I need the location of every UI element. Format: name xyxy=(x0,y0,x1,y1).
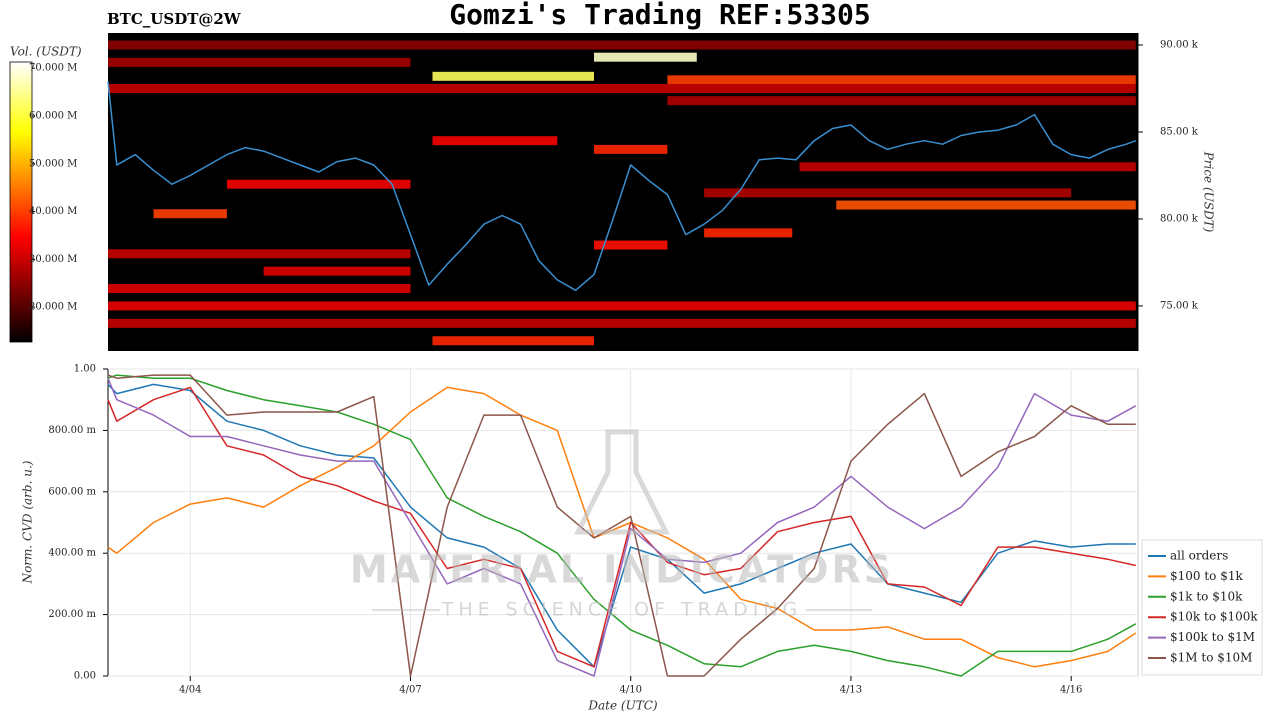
legend-label: $1M to $10M xyxy=(1170,651,1252,665)
watermark-title: MATERIAL INDICATORS xyxy=(350,548,894,592)
legend-label: $1k to $10k xyxy=(1170,589,1243,603)
y-axis-label: Norm. CVD (arb. u.) xyxy=(21,460,35,584)
cvd-line xyxy=(107,374,1136,677)
watermark-logo xyxy=(573,429,671,535)
legend xyxy=(1141,539,1263,676)
x-tick-label: 4/10 xyxy=(619,685,641,696)
y-tick-label: 80.00 k xyxy=(1160,213,1199,224)
heat-cell xyxy=(667,96,1136,106)
heat-cell xyxy=(108,57,411,67)
y-tick-label: 0.00 xyxy=(74,671,96,682)
colorbar-label: Vol. (USDT) xyxy=(10,45,82,59)
y-tick-label: 85.00 k xyxy=(1160,126,1199,137)
cvd-line xyxy=(107,377,1137,677)
x-tick-label: 4/16 xyxy=(1060,685,1082,696)
cvd-line xyxy=(107,383,1136,668)
watermark: MATERIAL INDICATORS THE SCIENCE OF TRADI… xyxy=(350,429,894,621)
legend-label: all orders xyxy=(1170,549,1228,563)
colorbar-tick-label: 20.000 M xyxy=(29,302,77,313)
heat-cell xyxy=(108,249,411,259)
cvd-line xyxy=(107,374,1137,677)
colorbar-tick-label: 50.000 M xyxy=(29,158,77,169)
heat-cell xyxy=(704,228,793,238)
y-tick-label: 200.00 m xyxy=(48,609,96,620)
x-tick-label: 4/07 xyxy=(399,685,421,696)
colorbar xyxy=(9,61,33,343)
heat-cell xyxy=(432,136,558,146)
heat-cell xyxy=(594,240,668,250)
heat-cell xyxy=(108,318,1136,328)
x-tick-label: 4/04 xyxy=(179,685,201,696)
heat-cell xyxy=(594,52,697,62)
legend-label: $100k to $1M xyxy=(1170,630,1255,644)
x-tick-label: 4/13 xyxy=(840,685,862,696)
heat-cell xyxy=(704,188,1072,198)
colorbar-tick-label: 30.000 M xyxy=(29,254,77,265)
price-line xyxy=(107,81,1137,292)
legend-label: $10k to $100k xyxy=(1170,610,1258,624)
heat-cell xyxy=(153,209,227,219)
cvd-line xyxy=(107,386,1136,668)
heat-cell xyxy=(108,83,1136,93)
page-title: Gomzi's Trading REF:53305 xyxy=(449,0,870,31)
y-tick-label: 90.00 k xyxy=(1160,40,1199,51)
heat-cell xyxy=(594,144,668,154)
plot-frame xyxy=(107,368,1139,677)
y-tick-label: 75.00 k xyxy=(1160,300,1199,311)
heat-cell xyxy=(108,40,1136,50)
y-tick-label: 1.00 xyxy=(74,364,96,375)
y-tick-label: 800.00 m xyxy=(48,425,96,436)
heat-cell xyxy=(432,71,595,81)
heat-cell xyxy=(108,301,1136,311)
heat-cell xyxy=(108,284,411,294)
heat-cell xyxy=(226,179,411,189)
watermark-subtitle: THE SCIENCE OF TRADING xyxy=(441,599,803,621)
heat-cell xyxy=(667,75,1136,85)
heat-cell xyxy=(836,200,1136,210)
heat-cell xyxy=(263,266,411,276)
heat-cell xyxy=(432,336,595,346)
legend-label: $100 to $1k xyxy=(1170,569,1243,583)
colorbar-tick-label: 60.000 M xyxy=(29,110,77,121)
x-axis-label: Date (UTC) xyxy=(587,699,657,713)
chart-title: BTC_USDT@2W xyxy=(107,10,242,28)
price-axis-label: Price (USDT) xyxy=(1202,151,1216,233)
heatmap-layer xyxy=(108,40,1136,346)
y-tick-label: 600.00 m xyxy=(48,486,96,497)
colorbar-tick-label: 70.000 M xyxy=(29,63,77,74)
colorbar-tick-label: 40.000 M xyxy=(29,206,77,217)
y-tick-label: 400.00 m xyxy=(48,548,96,559)
heat-cell xyxy=(799,162,1136,172)
